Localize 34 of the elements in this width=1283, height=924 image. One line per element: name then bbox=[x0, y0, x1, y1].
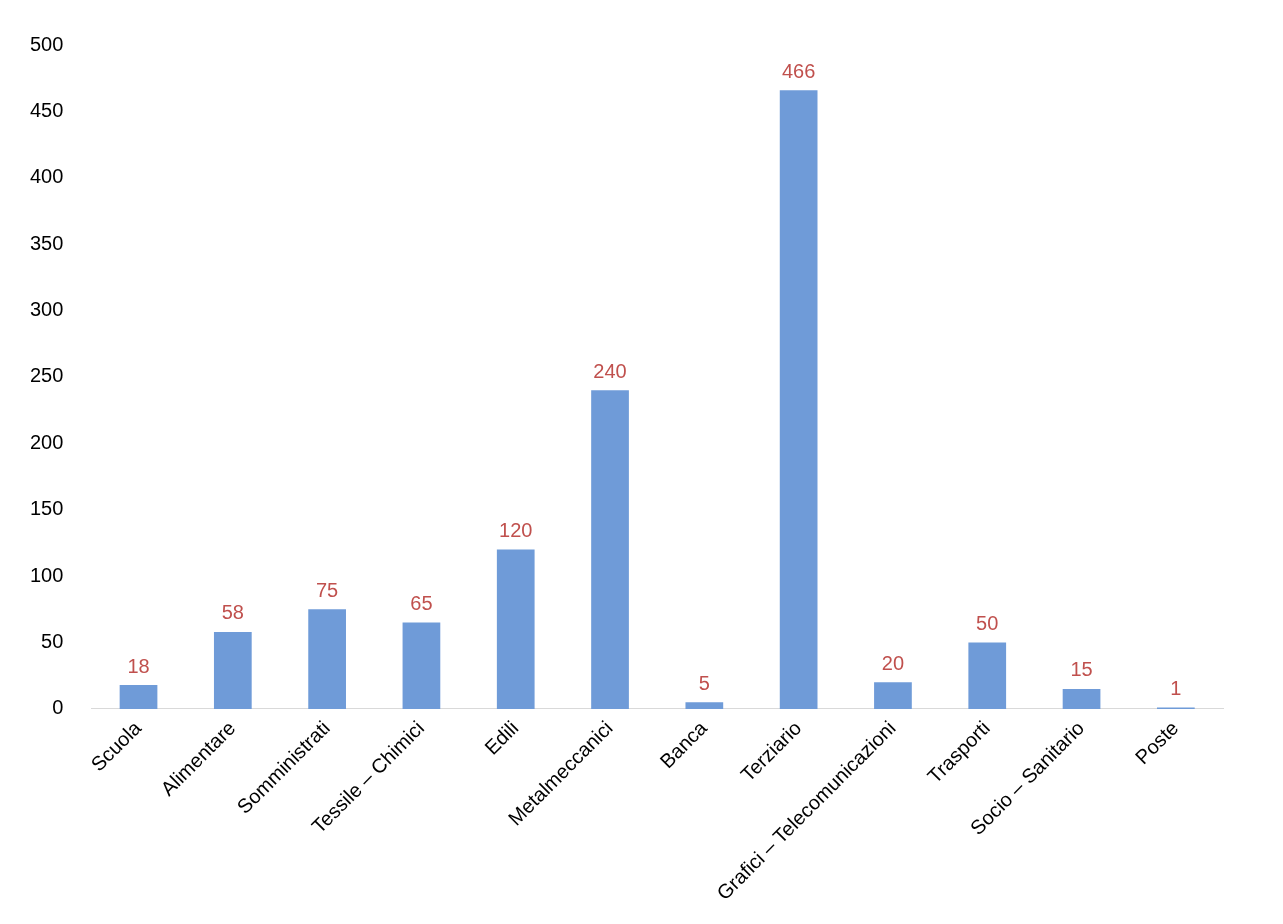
y-tick-label: 200 bbox=[29, 430, 64, 453]
data-label: 15 bbox=[1070, 658, 1093, 681]
data-label: 1 bbox=[1170, 677, 1182, 700]
data-label: 20 bbox=[881, 651, 905, 674]
y-tick-label: 450 bbox=[29, 98, 64, 121]
bar bbox=[779, 90, 818, 709]
y-tick-label: 300 bbox=[29, 298, 64, 321]
y-tick-label: 400 bbox=[29, 165, 64, 188]
data-label: 18 bbox=[127, 654, 150, 677]
bar bbox=[213, 631, 252, 709]
bar bbox=[968, 642, 1007, 709]
data-label: 65 bbox=[410, 592, 433, 615]
data-label: 120 bbox=[499, 519, 533, 542]
y-tick-label: 350 bbox=[29, 231, 64, 254]
bar bbox=[1062, 688, 1101, 709]
data-label: 466 bbox=[781, 59, 816, 82]
data-label: 240 bbox=[593, 359, 627, 382]
y-tick-label: 250 bbox=[29, 364, 64, 387]
bar bbox=[874, 682, 912, 709]
y-tick-label: 500 bbox=[29, 32, 64, 55]
bar bbox=[685, 702, 724, 709]
bar bbox=[308, 609, 346, 709]
data-label: 58 bbox=[221, 601, 244, 624]
y-tick-label: 0 bbox=[52, 696, 64, 719]
data-label: 50 bbox=[976, 612, 999, 635]
bar bbox=[591, 390, 629, 709]
bar bbox=[402, 622, 441, 709]
y-tick-label: 100 bbox=[29, 563, 64, 586]
y-tick-label: 150 bbox=[29, 497, 64, 520]
data-label: 5 bbox=[698, 671, 710, 694]
bar bbox=[119, 684, 158, 709]
data-label: 75 bbox=[316, 578, 339, 601]
bar bbox=[496, 549, 535, 709]
y-tick-label: 50 bbox=[41, 630, 64, 653]
